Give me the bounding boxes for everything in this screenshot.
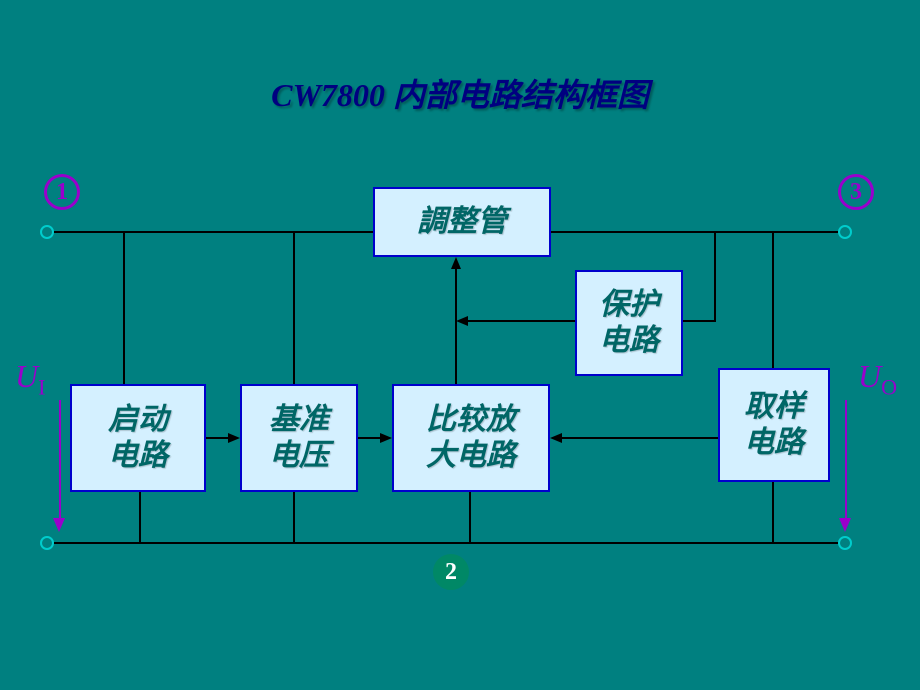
arrow-line	[59, 400, 61, 520]
box-text: 电路	[108, 438, 168, 474]
page-title: CW7800 内部电路结构框图	[271, 70, 649, 116]
output-label: UO	[858, 358, 897, 400]
box-text: 基准	[269, 402, 329, 438]
wire	[468, 320, 575, 322]
box-text: 大电路	[426, 438, 516, 474]
label-sub: O	[881, 374, 897, 399]
box-ref: 基准 电压	[240, 384, 358, 492]
box-text: 比较放	[426, 402, 516, 438]
label-sub: I	[38, 374, 45, 399]
box-text: 电压	[269, 438, 329, 474]
terminal-2-label: 2	[433, 554, 469, 590]
wire	[358, 437, 382, 439]
wire	[772, 231, 774, 368]
wire	[293, 231, 295, 384]
input-label: UI	[15, 358, 45, 400]
wire	[293, 492, 295, 542]
arrow-icon	[380, 433, 392, 443]
terminal-dot	[838, 536, 852, 550]
wire	[123, 231, 125, 384]
box-text: 調整管	[417, 204, 507, 240]
arrow-icon	[839, 518, 851, 532]
wire	[562, 437, 718, 439]
wire	[139, 492, 141, 542]
wire	[772, 482, 774, 542]
box-start: 启动 电路	[70, 384, 206, 492]
terminal-dot	[40, 225, 54, 239]
arrow-icon	[550, 433, 562, 443]
arrow-line	[845, 400, 847, 520]
arrow-icon	[456, 316, 468, 326]
box-text: 保护	[599, 287, 659, 323]
terminal-dot	[40, 536, 54, 550]
wire	[54, 231, 373, 233]
terminal-1-label: 1	[44, 174, 80, 210]
wire	[455, 269, 457, 384]
label-main: U	[15, 358, 38, 394]
wire	[683, 320, 716, 322]
terminal-dot	[838, 225, 852, 239]
box-sample: 取样 电路	[718, 368, 830, 482]
box-protect: 保护 电路	[575, 270, 683, 376]
box-compare: 比较放 大电路	[392, 384, 550, 492]
box-text: 取样	[744, 389, 804, 425]
arrow-icon	[228, 433, 240, 443]
label-main: U	[858, 358, 881, 394]
box-text: 电路	[744, 425, 804, 461]
box-text: 电路	[599, 323, 659, 359]
wire	[714, 231, 716, 320]
wire	[54, 542, 838, 544]
wire	[469, 492, 471, 542]
wire	[206, 437, 230, 439]
wire	[550, 231, 838, 233]
box-text: 启动	[108, 402, 168, 438]
arrow-icon	[451, 257, 461, 269]
arrow-icon	[53, 518, 65, 532]
box-regulator: 調整管	[373, 187, 551, 257]
terminal-3-label: 3	[838, 174, 874, 210]
